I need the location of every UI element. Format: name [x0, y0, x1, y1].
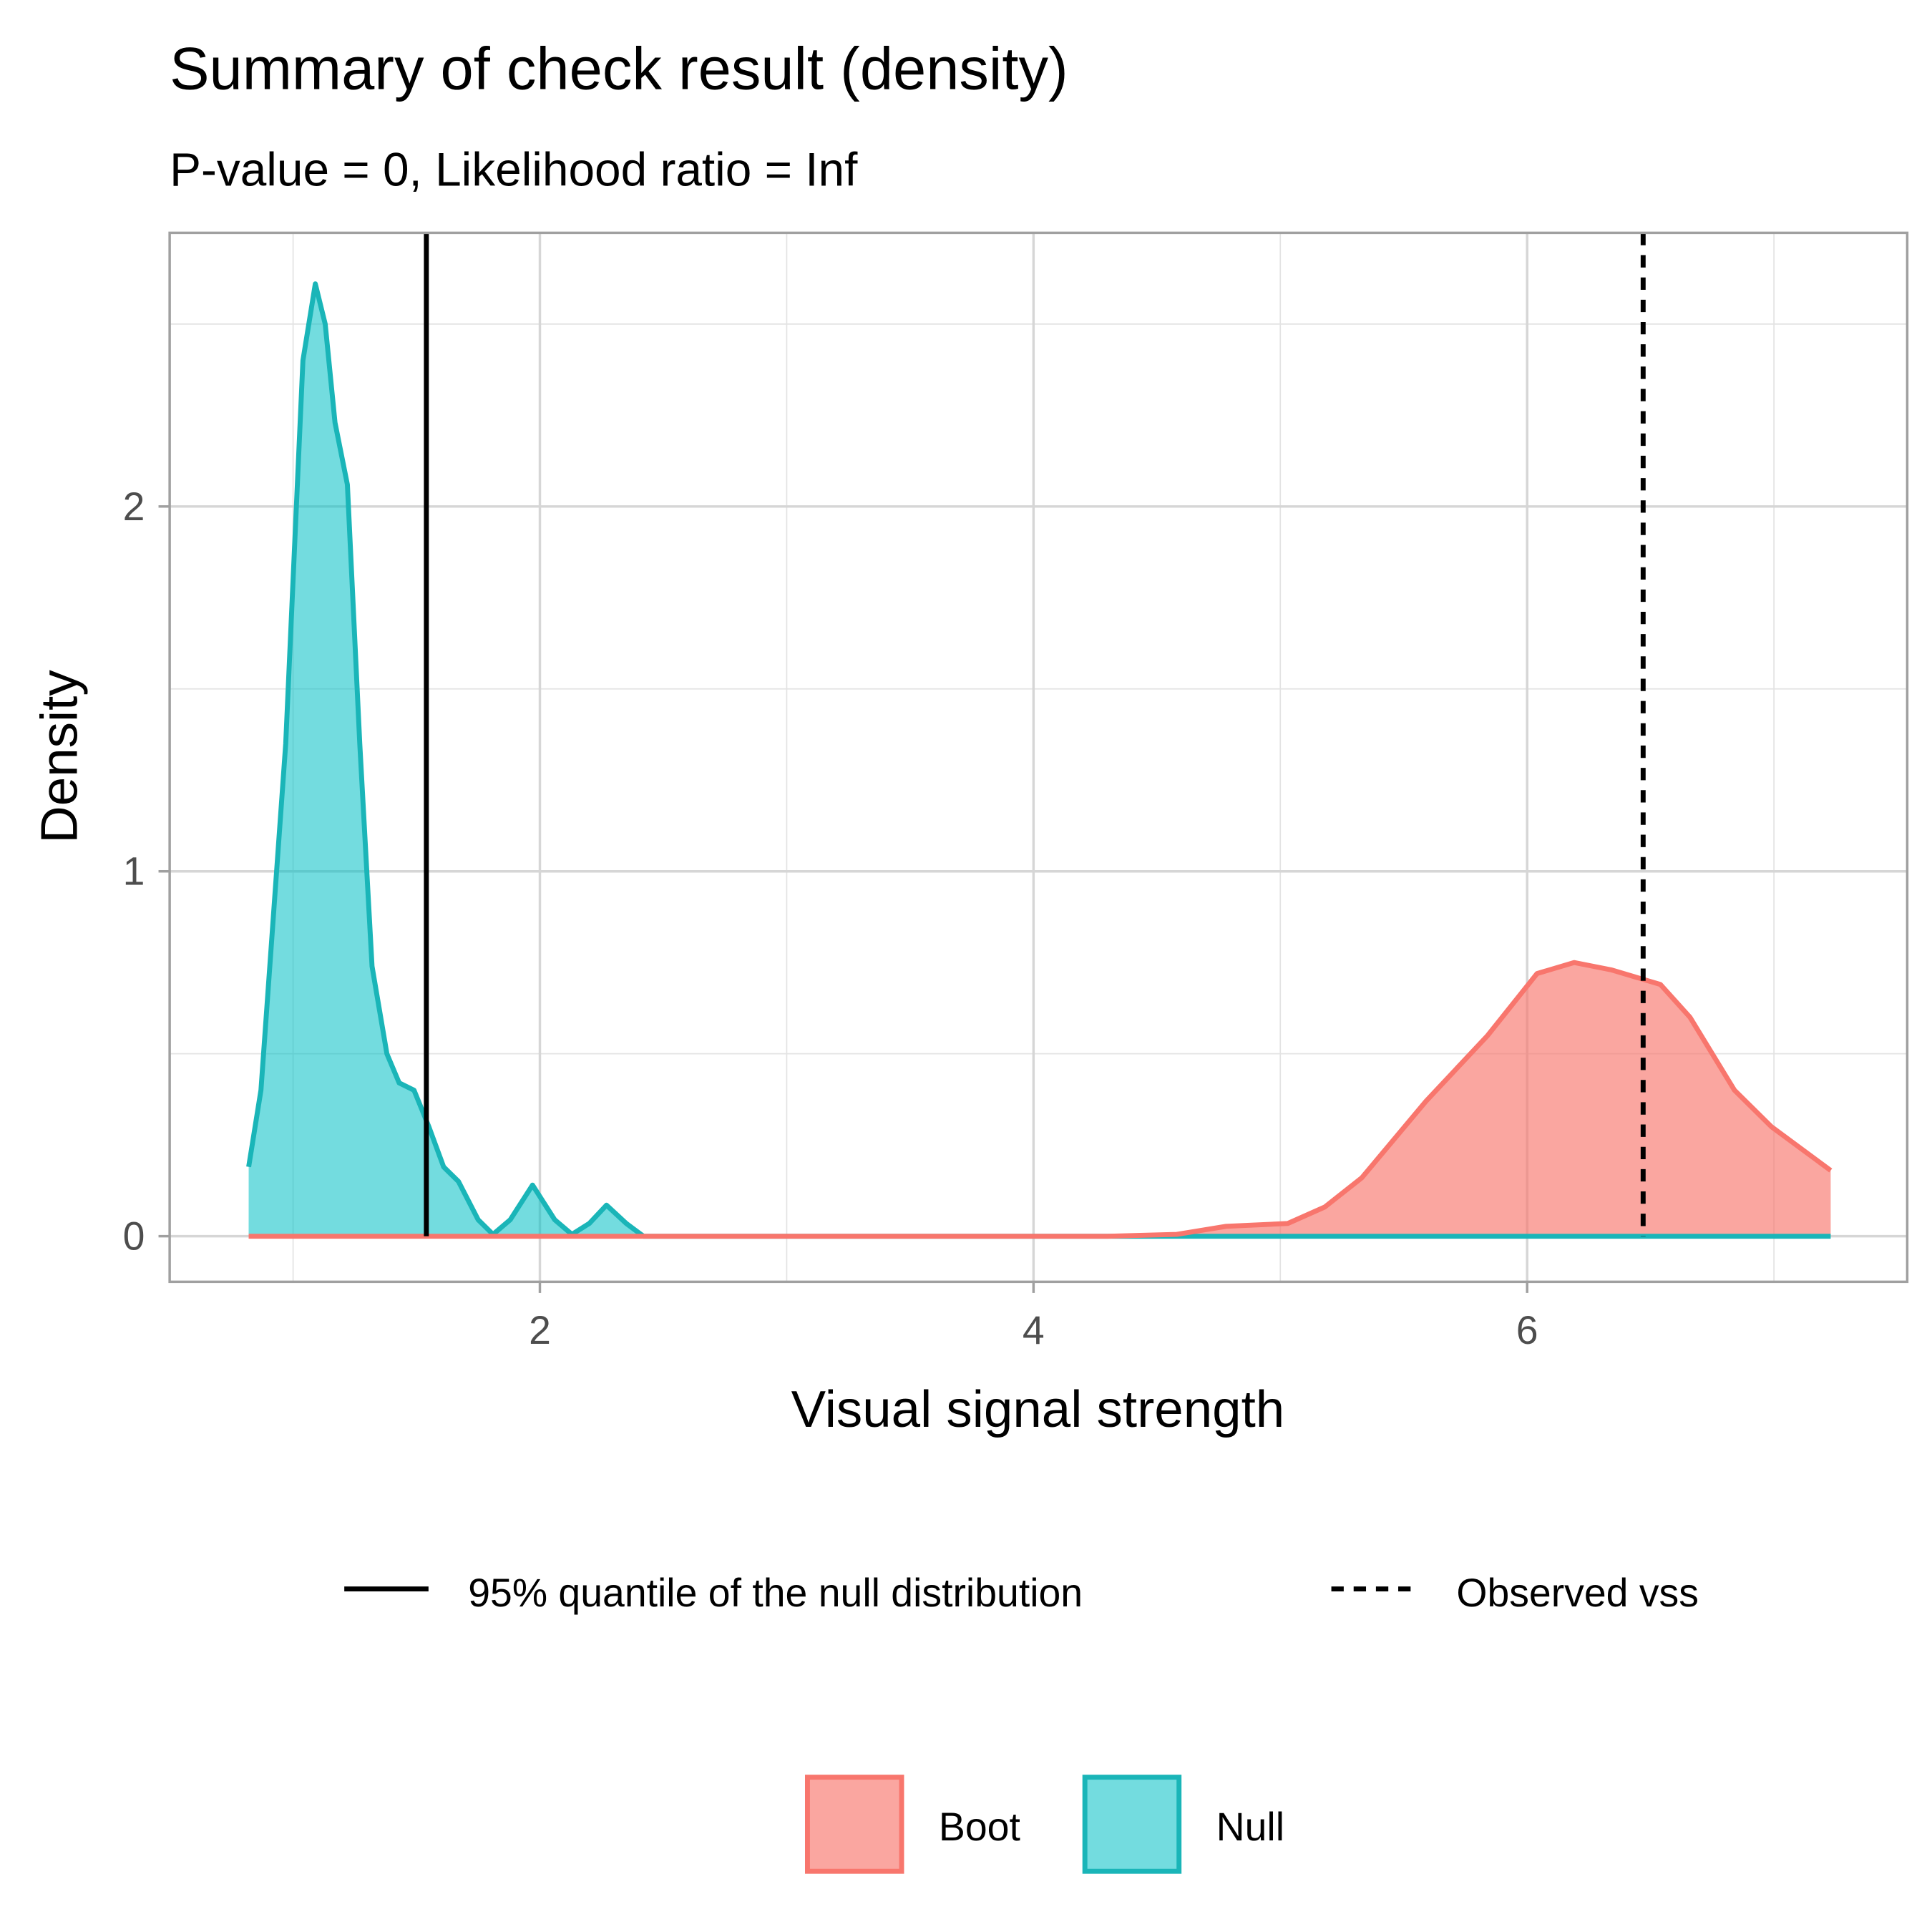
x-tick-label: 4: [1023, 1308, 1045, 1352]
y-tick-label: 0: [123, 1214, 145, 1259]
legend-fill: Boot Null: [805, 1775, 1284, 1874]
x-tick-label: 2: [529, 1308, 551, 1352]
x-axis-title: Visual signal strength: [791, 1380, 1285, 1438]
chart-subtitle: P-value = 0, Likelihood ratio = Inf: [170, 143, 858, 196]
chart-title: Summary of check result (density): [170, 36, 1068, 102]
density-line-null: [246, 281, 1831, 1239]
y-axis-title: Density: [30, 670, 88, 844]
legend-key-null: [1082, 1775, 1182, 1874]
panel-border: [168, 231, 1909, 1284]
x-tick-label: 6: [1516, 1308, 1538, 1352]
density-area-null: [248, 283, 1831, 1236]
legend-key-boot: [805, 1775, 904, 1874]
legend-label-null: Null: [1216, 1805, 1284, 1849]
legend-lines: 95% quantile of the null distribution Ob…: [344, 1571, 1699, 1615]
density-area-boot: [248, 962, 1831, 1236]
legend-label-observed: Observed vss: [1456, 1571, 1699, 1615]
legend-label-boot: Boot: [939, 1805, 1020, 1849]
y-tick-label: 1: [123, 849, 145, 894]
y-tick-label: 2: [123, 484, 145, 529]
density-line-boot: [248, 960, 1833, 1239]
legend-label-quantile: 95% quantile of the null distribution: [468, 1571, 1083, 1615]
plot-panel: 2 4 6 0 1 2: [123, 231, 1909, 1352]
